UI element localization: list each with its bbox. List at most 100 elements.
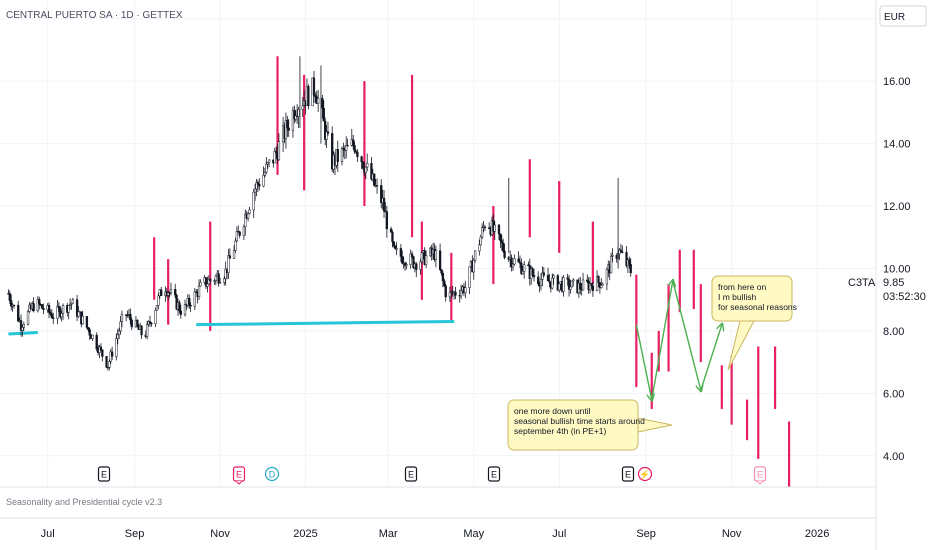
- candle-body: [356, 151, 359, 157]
- ticker-label: C3TA: [848, 277, 876, 289]
- candle-body: [625, 252, 628, 266]
- event-label: E: [408, 470, 414, 480]
- projection-arrow[interactable]: [672, 280, 701, 390]
- candle-body: [324, 120, 327, 140]
- candle-body: [77, 311, 80, 317]
- event-marker-earnings-future[interactable]: E: [753, 466, 767, 485]
- y-tick-label: 6.00: [883, 388, 904, 400]
- candle-body: [214, 275, 217, 281]
- candle-body: [500, 240, 503, 244]
- candle-body: [551, 277, 554, 289]
- candle-body: [68, 304, 72, 306]
- candlesticks[interactable]: [7, 56, 632, 371]
- candle-body: [42, 308, 45, 311]
- candle-body: [218, 282, 222, 284]
- candle-body: [570, 280, 574, 288]
- last-price-tag[interactable]: C3TA 9.85 03:52:30: [848, 277, 926, 303]
- candle-body: [47, 305, 51, 313]
- candle-body: [154, 309, 157, 324]
- currency-label: EUR: [884, 12, 905, 23]
- candle-body: [581, 279, 585, 291]
- candle-body: [532, 275, 536, 278]
- candle-body: [293, 110, 296, 120]
- dividend-icon: [264, 466, 280, 482]
- candle-body: [169, 289, 173, 294]
- currency-button[interactable]: [879, 5, 927, 27]
- candle-body: [503, 250, 506, 258]
- candle-body: [499, 233, 502, 241]
- event-marker-earnings[interactable]: E: [621, 466, 635, 482]
- x-tick-label: 2026: [805, 528, 829, 540]
- candle-body: [256, 182, 260, 185]
- candle-body: [267, 159, 271, 164]
- projection-arrow[interactable]: [700, 325, 722, 391]
- time-axis[interactable]: Jul Sep Nov 2025 Mar May Jul Sep Nov 2026: [41, 528, 830, 540]
- event-markers[interactable]: E E D E E E ⚡ E: [97, 466, 767, 485]
- candle-body: [412, 256, 415, 268]
- candle-body: [370, 163, 373, 180]
- event-marker-earnings[interactable]: E: [97, 466, 111, 482]
- event-marker-earnings[interactable]: E: [487, 466, 501, 482]
- candle-body: [441, 273, 445, 282]
- indicator-label: Seasonality and Presidential cycle v2.3: [6, 497, 162, 507]
- candle-body: [420, 252, 424, 263]
- candle-body: [116, 334, 119, 339]
- candle-body: [213, 280, 216, 282]
- candle-body: [325, 131, 328, 140]
- candle-body: [178, 302, 181, 312]
- candle-body: [199, 282, 202, 287]
- candle-body: [566, 277, 569, 280]
- support-line[interactable]: [8, 330, 38, 336]
- candle-body: [518, 261, 522, 264]
- candle-body: [167, 292, 170, 296]
- candle-body: [392, 241, 395, 247]
- candle-body: [619, 249, 623, 253]
- candle-body: [57, 305, 61, 309]
- candle-body: [217, 273, 220, 284]
- candle-body: [326, 131, 330, 134]
- callout-text: I m bullish: [718, 292, 757, 302]
- candle-body: [85, 316, 89, 328]
- support-line[interactable]: [196, 320, 455, 327]
- event-marker-earnings[interactable]: E: [404, 466, 418, 482]
- candle-body: [157, 295, 160, 306]
- candle-body: [99, 346, 103, 351]
- candle-body: [238, 231, 241, 236]
- candle-body: [148, 321, 152, 324]
- candle-body: [493, 224, 496, 232]
- candle-body: [301, 105, 304, 110]
- candle-body: [223, 278, 226, 283]
- candle-body: [197, 285, 201, 298]
- candle-body: [70, 302, 73, 305]
- event-marker-dividend[interactable]: D: [264, 466, 280, 482]
- callout-box: [507, 399, 639, 451]
- support-lines[interactable]: [8, 320, 455, 336]
- x-tick-label: Mar: [379, 528, 398, 540]
- candle-body: [473, 250, 477, 261]
- earnings-icon: [97, 466, 111, 482]
- event-marker-split[interactable]: ⚡: [637, 466, 653, 482]
- projection-arrows[interactable]: [635, 280, 722, 400]
- event-marker-earnings-red[interactable]: E: [232, 466, 246, 485]
- candle-body: [291, 110, 295, 131]
- projection-arrow[interactable]: [635, 324, 651, 400]
- candle-body: [409, 253, 412, 265]
- candle-body: [541, 272, 544, 280]
- candle-body: [61, 305, 65, 314]
- callout-text: september 4th (in PE+1): [514, 426, 607, 436]
- candle-body: [448, 291, 452, 298]
- event-label: E: [757, 470, 763, 480]
- candle-body: [434, 250, 438, 260]
- candle-body: [273, 151, 276, 164]
- projection-arrow[interactable]: [651, 281, 673, 400]
- candle-body: [605, 269, 609, 285]
- candle-body: [373, 173, 376, 186]
- event-label: D: [269, 470, 276, 480]
- event-label: E: [491, 470, 497, 480]
